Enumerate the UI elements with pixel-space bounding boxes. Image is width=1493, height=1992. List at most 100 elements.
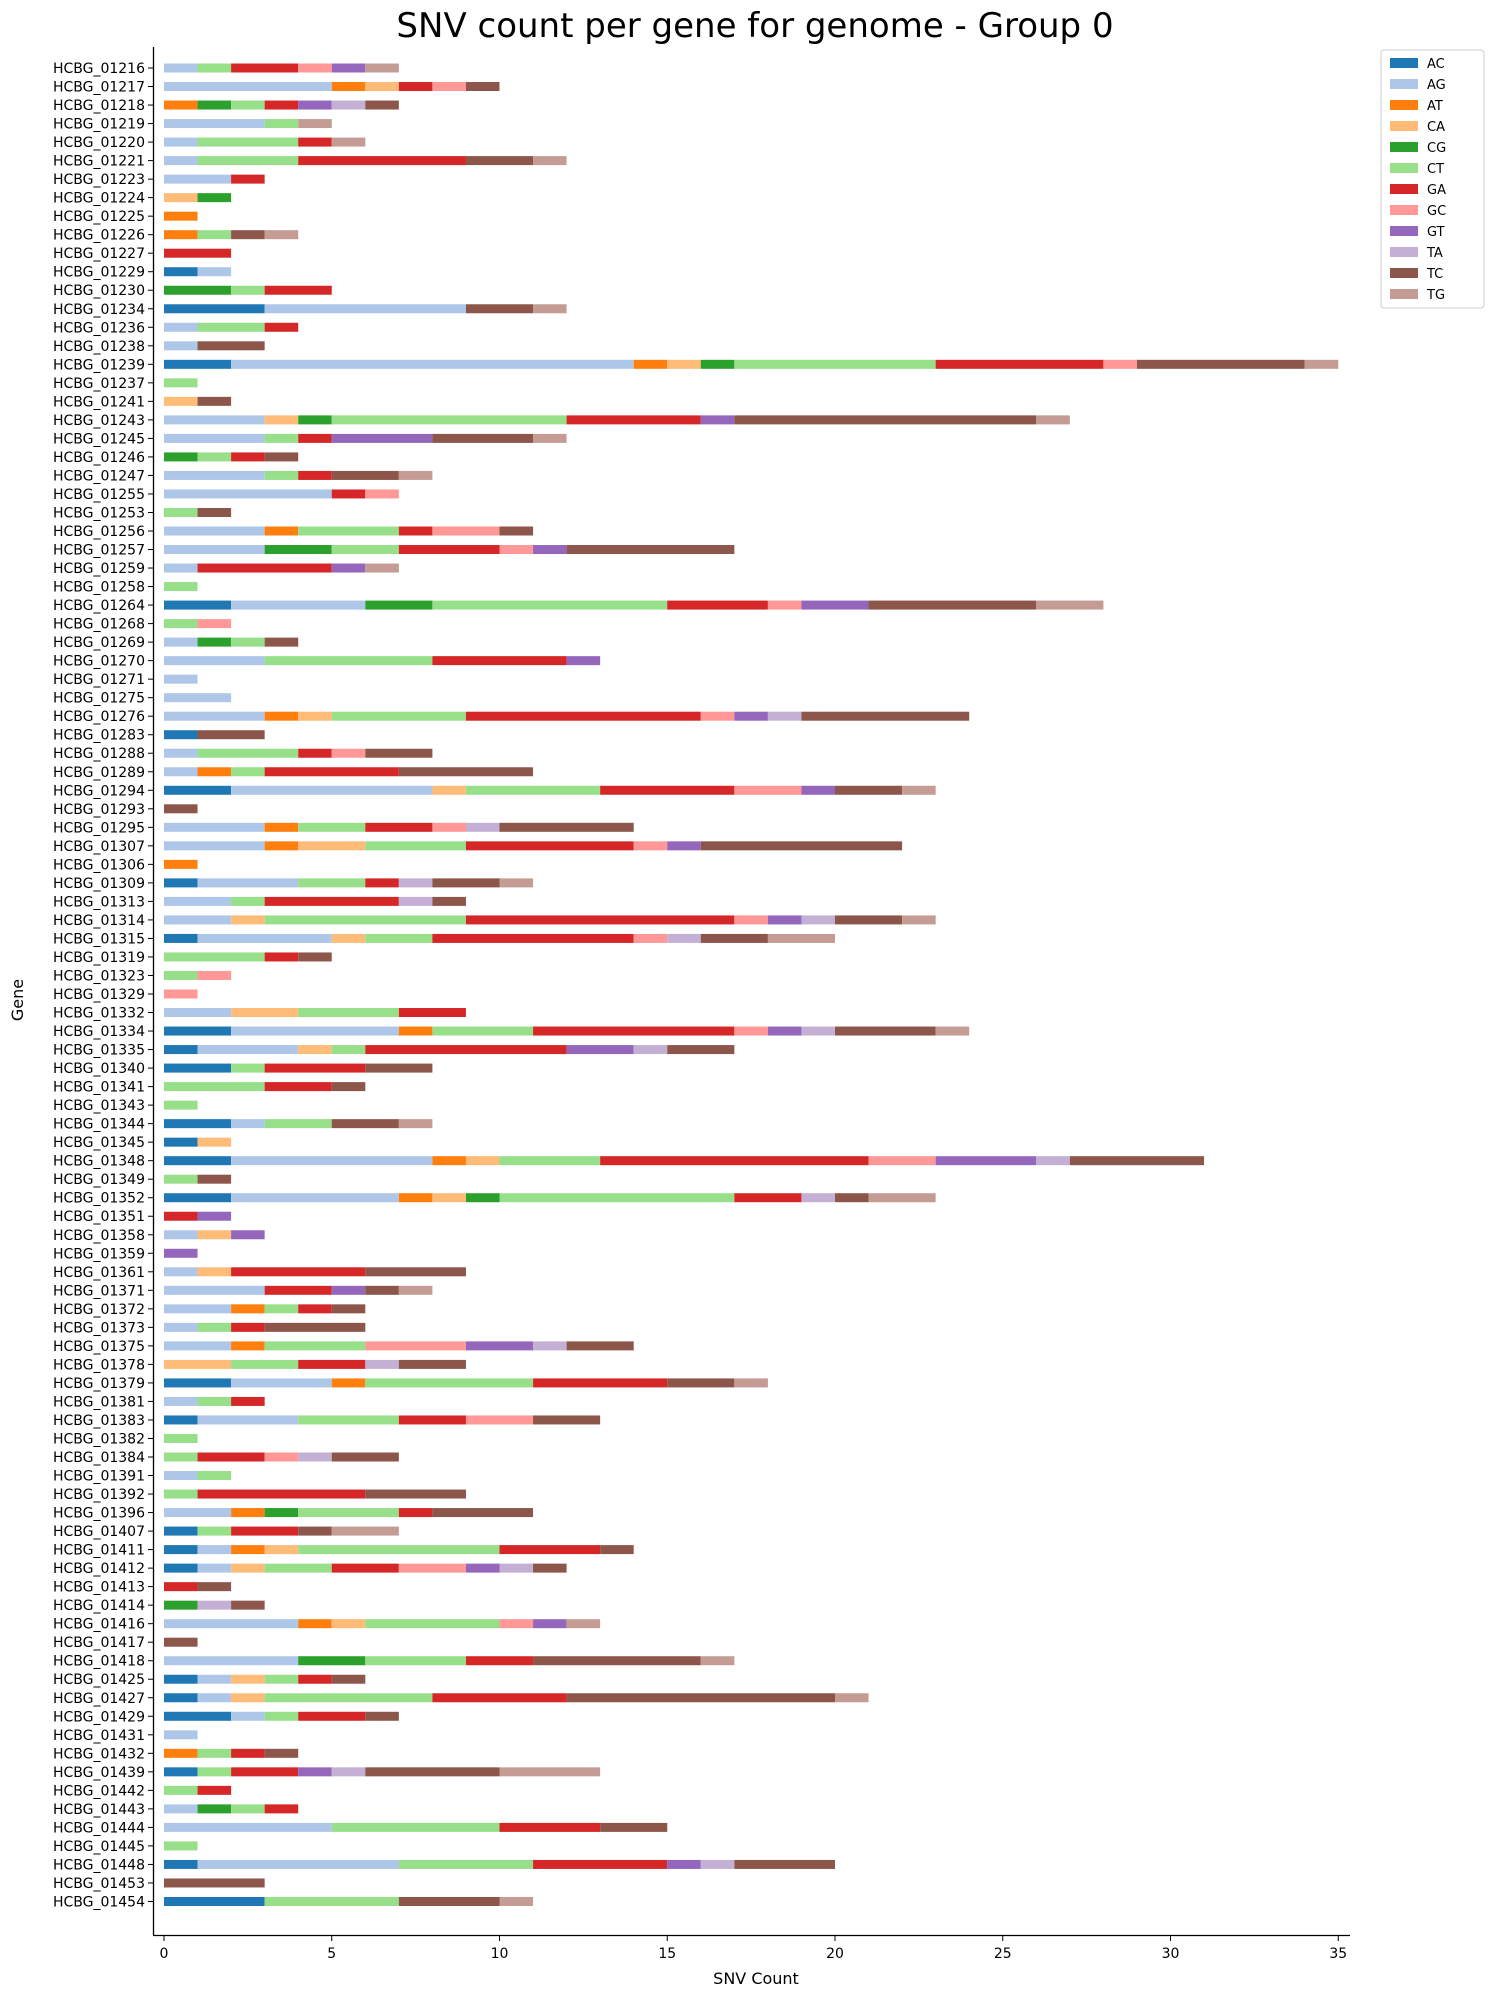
bar-segment-ct xyxy=(465,785,601,795)
legend-label: TC xyxy=(1426,267,1443,282)
bar-segment-ag xyxy=(164,526,265,536)
bar-segment-tg xyxy=(499,878,534,888)
bar-segment-ga xyxy=(298,1304,332,1314)
bar-segment-ct xyxy=(432,1026,534,1036)
bar-segment-tc xyxy=(331,1082,366,1092)
bar-segment-tc xyxy=(700,841,903,851)
bar-segment-ta xyxy=(667,933,701,943)
bar-segment-ta xyxy=(801,1193,835,1203)
bar-segment-tg xyxy=(398,1285,433,1295)
bar-segment-ct xyxy=(331,711,466,721)
bar-segment-ct xyxy=(499,1156,601,1166)
bar-segment-tc xyxy=(365,1489,466,1499)
bar-segment-ct xyxy=(365,933,433,943)
bar-segment-ca xyxy=(231,1674,265,1684)
y-tick-label: HCBG_01323 xyxy=(53,968,145,984)
bar-segment-ac xyxy=(164,600,232,610)
bar-segment-tc xyxy=(365,1063,433,1073)
bar-segment-ct xyxy=(298,1545,500,1555)
bar-segment-ag xyxy=(164,1267,198,1277)
bar-segment-ag xyxy=(164,1008,232,1018)
y-tick-label: HCBG_01224 xyxy=(53,191,145,207)
bar-segment-ca xyxy=(231,915,265,925)
bar-segment-ca xyxy=(432,785,466,795)
y-tick-label: HCBG_01288 xyxy=(53,746,145,762)
bar-segment-cg xyxy=(264,545,332,555)
bar-segment-ag xyxy=(164,822,265,832)
bar-segment-ct xyxy=(197,748,299,758)
bar-segment-cg xyxy=(197,637,232,647)
bar-segment-ct xyxy=(197,230,232,240)
bar-segment-tc xyxy=(331,1119,399,1129)
bar-segment-gt xyxy=(935,1156,1037,1166)
bar-segment-tc xyxy=(264,637,299,647)
bar-segment-ct xyxy=(164,582,198,592)
bar-segment-tc xyxy=(667,1378,735,1388)
bar-segment-tg xyxy=(902,915,936,925)
bar-segment-tg xyxy=(533,304,567,314)
y-tick-label: HCBG_01378 xyxy=(53,1357,145,1373)
bar-segment-ga xyxy=(264,322,299,332)
bar-segment-gt xyxy=(566,656,601,666)
bar-segment-at xyxy=(264,822,299,832)
bar-segment-gc xyxy=(734,1026,768,1036)
y-tick-label: HCBG_01382 xyxy=(53,1431,145,1447)
bar-segment-ga xyxy=(465,841,634,851)
bar-segment-ta xyxy=(398,896,433,906)
y-tick-label: HCBG_01351 xyxy=(53,1209,145,1225)
bar-segment-ca xyxy=(298,841,366,851)
y-tick-label: HCBG_01307 xyxy=(53,839,145,855)
bar-segment-tc xyxy=(734,415,1037,425)
bar-segment-at xyxy=(164,230,198,240)
bar-segment-ct xyxy=(365,1656,466,1666)
bar-segment-at xyxy=(331,1378,366,1388)
bar-segment-ag xyxy=(231,1119,265,1129)
bar-segment-tc xyxy=(197,341,265,351)
bar-segment-ct xyxy=(264,470,299,480)
bar-segment-tc xyxy=(465,156,534,166)
bar-segment-ca xyxy=(231,1693,265,1703)
bar-segment-ct xyxy=(231,1804,265,1814)
bar-segment-ga xyxy=(499,1822,601,1832)
y-tick-label: HCBG_01381 xyxy=(53,1394,145,1410)
legend-label: AT xyxy=(1427,99,1443,114)
y-tick-label: HCBG_01220 xyxy=(53,135,145,151)
bar-segment-tc xyxy=(868,600,1037,610)
y-tick-label: HCBG_01313 xyxy=(53,894,145,910)
bar-segment-ag xyxy=(164,433,265,443)
y-tick-label: HCBG_01432 xyxy=(53,1746,145,1762)
bar-segment-at xyxy=(164,1748,198,1758)
bar-segment-ag xyxy=(231,785,433,795)
bar-segment-at xyxy=(264,526,299,536)
bar-segment-ac xyxy=(164,1119,232,1129)
bar-segment-tc xyxy=(499,526,534,536)
bar-segment-ca xyxy=(264,1545,299,1555)
y-tick-label: HCBG_01392 xyxy=(53,1487,145,1503)
bar-segment-ct xyxy=(164,1489,198,1499)
bar-segment-gt xyxy=(533,545,567,555)
bar-segment-ga xyxy=(264,1285,332,1295)
bar-segment-gc xyxy=(365,489,399,499)
legend-label: TA xyxy=(1426,246,1443,261)
x-tick-label: 0 xyxy=(160,1946,169,1962)
bar-segment-tc xyxy=(432,1508,534,1518)
bar-segment-tc xyxy=(197,396,232,406)
bar-segment-ag xyxy=(164,63,198,73)
bar-segment-ag xyxy=(164,1304,232,1314)
bar-segment-ct xyxy=(331,1045,366,1055)
bar-segment-ct xyxy=(734,359,936,369)
y-tick-label: HCBG_01246 xyxy=(53,450,145,466)
bar-segment-cg xyxy=(700,359,735,369)
bar-segment-cg xyxy=(365,600,433,610)
bar-segment-ct xyxy=(164,1082,265,1092)
bar-segment-ga xyxy=(298,748,332,758)
bar-segment-tg xyxy=(1036,600,1104,610)
bar-segment-ga xyxy=(465,915,735,925)
legend-label: CA xyxy=(1427,120,1445,135)
bar-segment-ga xyxy=(398,545,500,555)
bar-segment-tg xyxy=(533,156,567,166)
y-tick-label: HCBG_01256 xyxy=(53,524,145,540)
bar-segment-ga xyxy=(164,1582,198,1592)
bar-segment-ca xyxy=(231,1563,265,1573)
